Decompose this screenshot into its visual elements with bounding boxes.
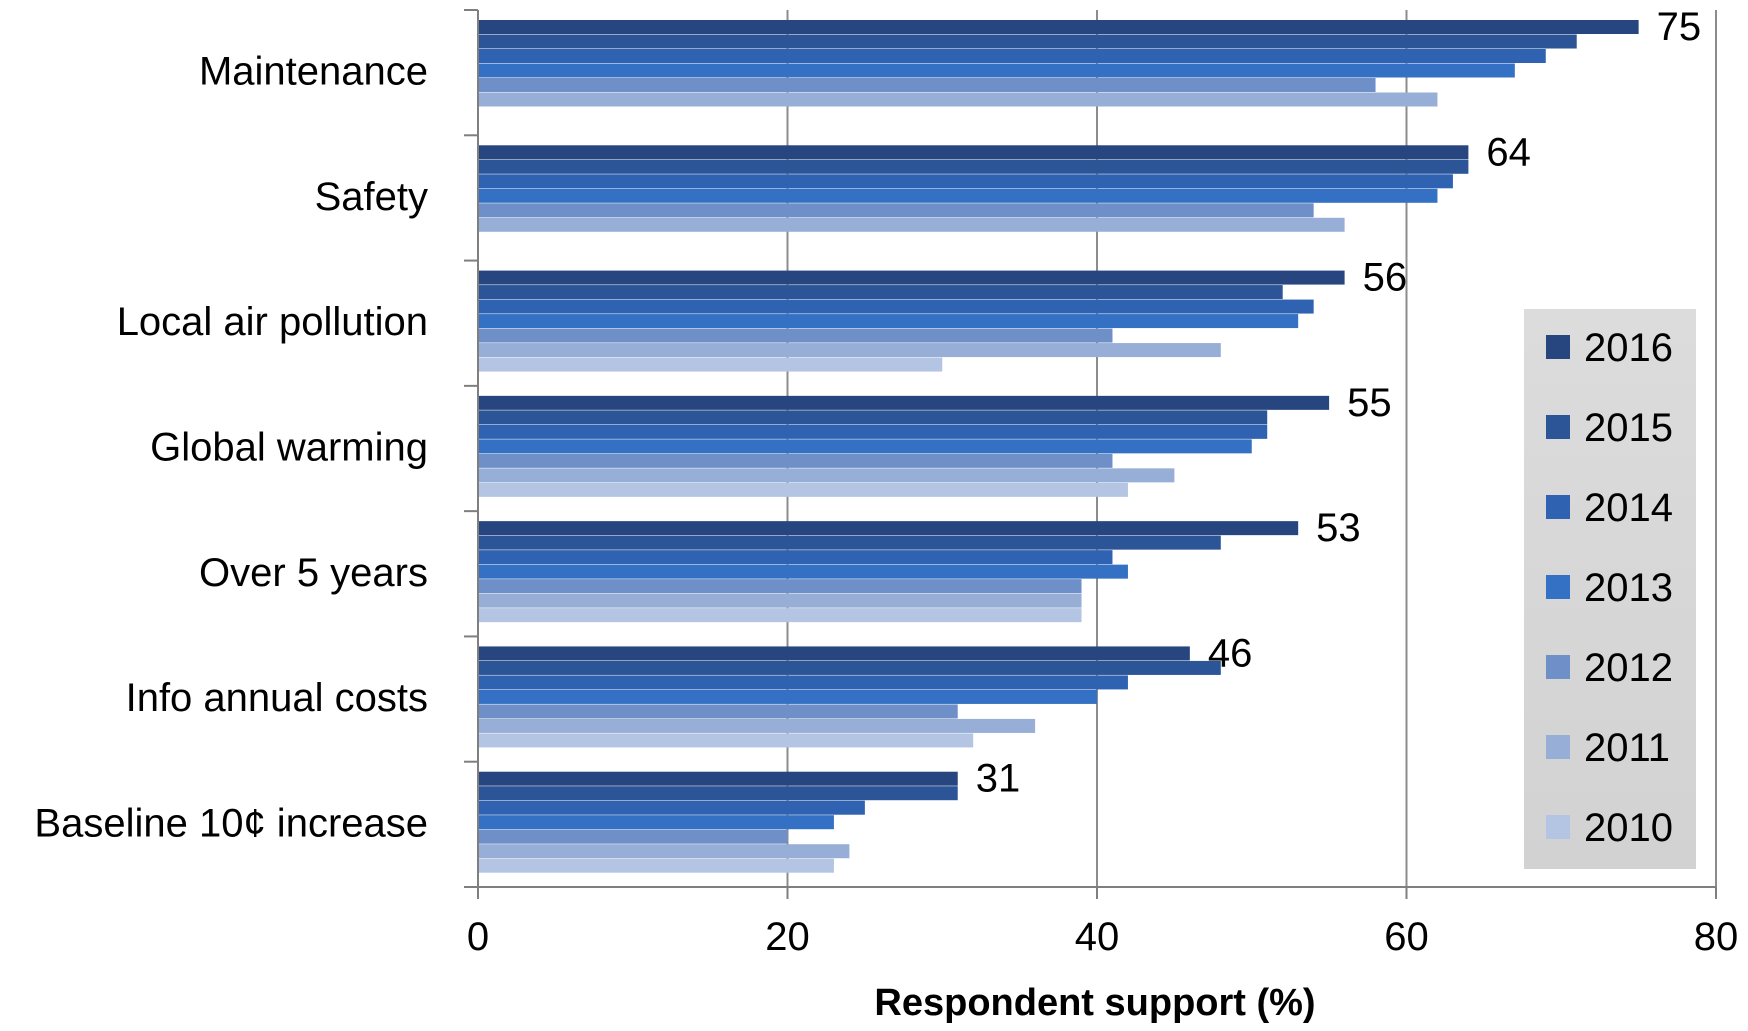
data-label: 46 (1208, 631, 1253, 675)
bar-2015-4 (478, 535, 1221, 550)
bar-2016-5 (478, 646, 1190, 661)
legend-label: 2015 (1584, 406, 1673, 450)
bar-2013-5 (478, 689, 1097, 704)
bar-2012-4 (478, 579, 1082, 594)
bar-2012-5 (478, 704, 958, 719)
bar-2016-3 (478, 395, 1330, 410)
legend-swatch-2010 (1546, 815, 1570, 839)
legend-label: 2013 (1584, 566, 1673, 610)
data-label: 31 (976, 757, 1021, 801)
bar-2016-2 (478, 270, 1345, 285)
data-labels: 75 64 56 55 53 46 31 (976, 5, 1701, 801)
bar-2015-6 (478, 786, 958, 801)
bar-2012-0 (478, 78, 1376, 92)
category-label: Baseline 10¢ increase (34, 801, 428, 845)
bar-2010-6 (478, 858, 834, 873)
bar-2013-6 (478, 815, 834, 830)
bar-2012-6 (478, 829, 788, 844)
bar-2011-5 (478, 718, 1036, 733)
bar-2015-1 (478, 159, 1469, 174)
bar-2016-1 (478, 145, 1469, 160)
bar-2011-1 (478, 217, 1345, 232)
legend-label: 2014 (1584, 486, 1673, 530)
bar-2016-6 (478, 771, 958, 786)
category-label: Local air pollution (117, 300, 428, 344)
category-label: Over 5 years (199, 551, 428, 595)
category-label: Global warming (150, 426, 428, 470)
bar-2011-2 (478, 343, 1221, 358)
x-tick-labels: 0 20 40 60 80 (467, 915, 1738, 959)
legend-label: 2010 (1584, 806, 1673, 850)
legend-swatch-2014 (1546, 495, 1570, 519)
legend-swatch-2015 (1546, 415, 1570, 439)
bar-2016-0 (478, 20, 1639, 34)
data-label: 55 (1347, 381, 1392, 425)
legend-label: 2016 (1584, 326, 1673, 370)
legend-swatch-2016 (1546, 335, 1570, 359)
category-label: Maintenance (199, 50, 428, 94)
bar-2011-3 (478, 468, 1175, 483)
legend: 2016 2015 2014 2013 2012 2011 2010 (1524, 309, 1696, 869)
bar-2011-0 (478, 92, 1438, 107)
bar-2013-4 (478, 564, 1128, 579)
data-label: 75 (1657, 5, 1702, 49)
bar-2010-3 (478, 482, 1128, 497)
bar-2012-2 (478, 328, 1113, 343)
x-tick-label: 40 (1075, 915, 1120, 959)
bar-2014-1 (478, 174, 1453, 189)
bar-2014-4 (478, 550, 1113, 565)
bar-2013-2 (478, 314, 1299, 329)
legend-label: 2012 (1584, 646, 1673, 690)
bar-2014-3 (478, 424, 1268, 439)
bar-2015-3 (478, 410, 1268, 425)
bar-2014-2 (478, 299, 1314, 314)
x-tick-label: 60 (1384, 915, 1429, 959)
bar-2013-3 (478, 439, 1252, 454)
legend-swatch-2013 (1546, 575, 1570, 599)
bar-2015-0 (478, 34, 1577, 49)
bar-2016-4 (478, 521, 1299, 536)
bar-2014-5 (478, 675, 1128, 690)
bar-2014-0 (478, 49, 1546, 63)
legend-swatch-2012 (1546, 655, 1570, 679)
bar-2015-5 (478, 660, 1221, 675)
legend-label: 2011 (1584, 726, 1670, 770)
x-tick-label: 20 (765, 915, 810, 959)
data-label: 64 (1486, 130, 1531, 174)
axes (464, 9, 1717, 899)
bar-2011-6 (478, 844, 850, 859)
data-label: 56 (1363, 256, 1408, 300)
bar-2014-6 (478, 800, 865, 815)
legend-swatch-2011 (1546, 735, 1570, 759)
bar-2011-4 (478, 593, 1082, 608)
bars (478, 20, 1639, 873)
x-tick-label: 0 (467, 915, 489, 959)
category-label: Info annual costs (126, 676, 428, 720)
x-axis-title: Respondent support (%) (874, 982, 1315, 1024)
bar-2015-2 (478, 285, 1283, 300)
category-label: Safety (315, 175, 428, 219)
category-labels: Maintenance Safety Local air pollution Glob… (34, 50, 428, 846)
bar-2010-5 (478, 733, 974, 748)
x-tick-label: 80 (1694, 915, 1739, 959)
bar-2012-1 (478, 203, 1314, 218)
bar-2012-3 (478, 453, 1113, 468)
bar-2010-2 (478, 357, 943, 372)
bar-2013-1 (478, 188, 1438, 203)
bar-2010-4 (478, 608, 1082, 623)
data-label: 53 (1316, 506, 1361, 550)
bar-2013-0 (478, 63, 1515, 78)
